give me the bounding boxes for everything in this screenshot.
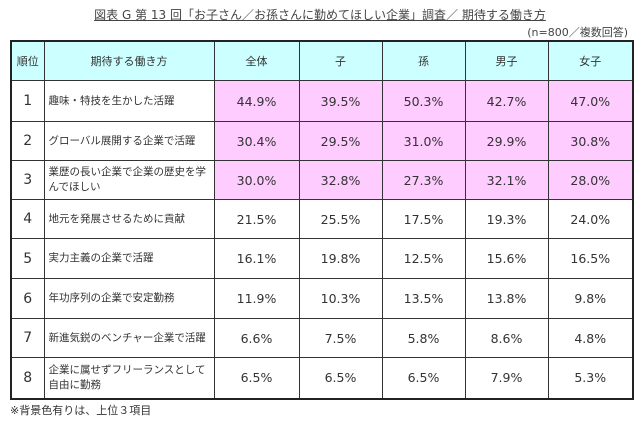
value-cell: 30.0% [213, 160, 300, 200]
item-cell: 実力主義の企業で活躍 [43, 238, 215, 279]
header-female: 女子 [547, 40, 634, 81]
results-table: 順位 期待する働き方 全体 子 孫 男子 女子 1 趣味・特技を生かした活躍 44.… [10, 40, 634, 400]
value-cell: 25.5% [298, 199, 383, 239]
rank-cell: 3 [10, 160, 45, 200]
value-cell: 6.5% [298, 357, 383, 399]
value-cell: 12.5% [381, 238, 466, 279]
value-cell: 16.1% [213, 238, 300, 279]
rank-cell: 7 [10, 318, 45, 358]
value-cell: 19.3% [464, 199, 549, 239]
header-row: 順位 期待する働き方 全体 子 孫 男子 女子 [10, 40, 634, 81]
value-cell: 6.5% [381, 357, 466, 399]
sample-note: (n=800／複数回答) [527, 26, 628, 39]
value-cell: 9.8% [547, 278, 634, 319]
item-cell: 趣味・特技を生かした活躍 [43, 80, 215, 122]
value-cell: 29.9% [464, 121, 549, 161]
item-cell: 業歴の長い企業で企業の歴史を学んでほしい [43, 160, 215, 200]
value-cell: 6.5% [213, 357, 300, 399]
rank-cell: 2 [10, 121, 45, 161]
item-cell: 新進気鋭のベンチャー企業で活躍 [43, 318, 215, 358]
value-cell: 39.5% [298, 80, 383, 122]
value-cell: 42.7% [464, 80, 549, 122]
value-cell: 24.0% [547, 199, 634, 239]
table-row: 4 地元を発展させるために貢献 21.5% 25.5% 17.5% 19.3% 24.0% [10, 199, 634, 239]
value-cell: 31.0% [381, 121, 466, 161]
figure-title-text: 図表 G 第 13 回「お子さん／お孫さんに勤めてほしい企業」調査／ 期待する働… [94, 8, 546, 22]
value-cell: 6.6% [213, 318, 300, 358]
value-cell: 29.5% [298, 121, 383, 161]
value-cell: 32.8% [298, 160, 383, 200]
value-cell: 10.3% [298, 278, 383, 319]
header-rank: 順位 [10, 40, 45, 81]
figure-title: 図表 G 第 13 回「お子さん／お孫さんに勤めてほしい企業」調査／ 期待する働… [0, 6, 640, 23]
header-male: 男子 [464, 40, 549, 81]
value-cell: 47.0% [547, 80, 634, 122]
table-row: 1 趣味・特技を生かした活躍 44.9% 39.5% 50.3% 42.7% 47.0% [10, 80, 634, 122]
value-cell: 30.4% [213, 121, 300, 161]
table-row: 3 業歴の長い企業で企業の歴史を学んでほしい 30.0% 32.8% 27.3% 32.1… [10, 160, 634, 200]
item-cell: 企業に属せずフリーランスとして自由に勤務 [43, 357, 215, 399]
header-total: 全体 [213, 40, 300, 81]
value-cell: 13.5% [381, 278, 466, 319]
value-cell: 44.9% [213, 80, 300, 122]
value-cell: 21.5% [213, 199, 300, 239]
value-cell: 30.8% [547, 121, 634, 161]
value-cell: 8.6% [464, 318, 549, 358]
value-cell: 32.1% [464, 160, 549, 200]
value-cell: 28.0% [547, 160, 634, 200]
rank-cell: 8 [10, 357, 45, 399]
rank-cell: 4 [10, 199, 45, 239]
table-row: 8 企業に属せずフリーランスとして自由に勤務 6.5% 6.5% 6.5% 7.9% 5.3… [10, 357, 634, 399]
value-cell: 15.6% [464, 238, 549, 279]
header-child: 子 [298, 40, 383, 81]
footnote: ※背景色有りは、上位３項目 [10, 404, 152, 417]
value-cell: 11.9% [213, 278, 300, 319]
table-row: 5 実力主義の企業で活躍 16.1% 19.8% 12.5% 15.6% 16.5% [10, 238, 634, 279]
value-cell: 5.8% [381, 318, 466, 358]
item-cell: 年功序列の企業で安定勤務 [43, 278, 215, 319]
value-cell: 50.3% [381, 80, 466, 122]
value-cell: 27.3% [381, 160, 466, 200]
rank-cell: 6 [10, 278, 45, 319]
value-cell: 17.5% [381, 199, 466, 239]
value-cell: 7.9% [464, 357, 549, 399]
item-cell: グローバル展開する企業で活躍 [43, 121, 215, 161]
table-row: 6 年功序列の企業で安定勤務 11.9% 10.3% 13.5% 13.8% 9.8% [10, 278, 634, 319]
item-cell: 地元を発展させるために貢献 [43, 199, 215, 239]
value-cell: 7.5% [298, 318, 383, 358]
header-grandchild: 孫 [381, 40, 466, 81]
header-item: 期待する働き方 [43, 40, 215, 81]
value-cell: 13.8% [464, 278, 549, 319]
value-cell: 16.5% [547, 238, 634, 279]
value-cell: 4.8% [547, 318, 634, 358]
table-row: 7 新進気鋭のベンチャー企業で活躍 6.6% 7.5% 5.8% 8.6% 4.8% [10, 318, 634, 358]
table-row: 2 グローバル展開する企業で活躍 30.4% 29.5% 31.0% 29.9% 30.8% [10, 121, 634, 161]
rank-cell: 1 [10, 80, 45, 122]
value-cell: 5.3% [547, 357, 634, 399]
rank-cell: 5 [10, 238, 45, 279]
value-cell: 19.8% [298, 238, 383, 279]
